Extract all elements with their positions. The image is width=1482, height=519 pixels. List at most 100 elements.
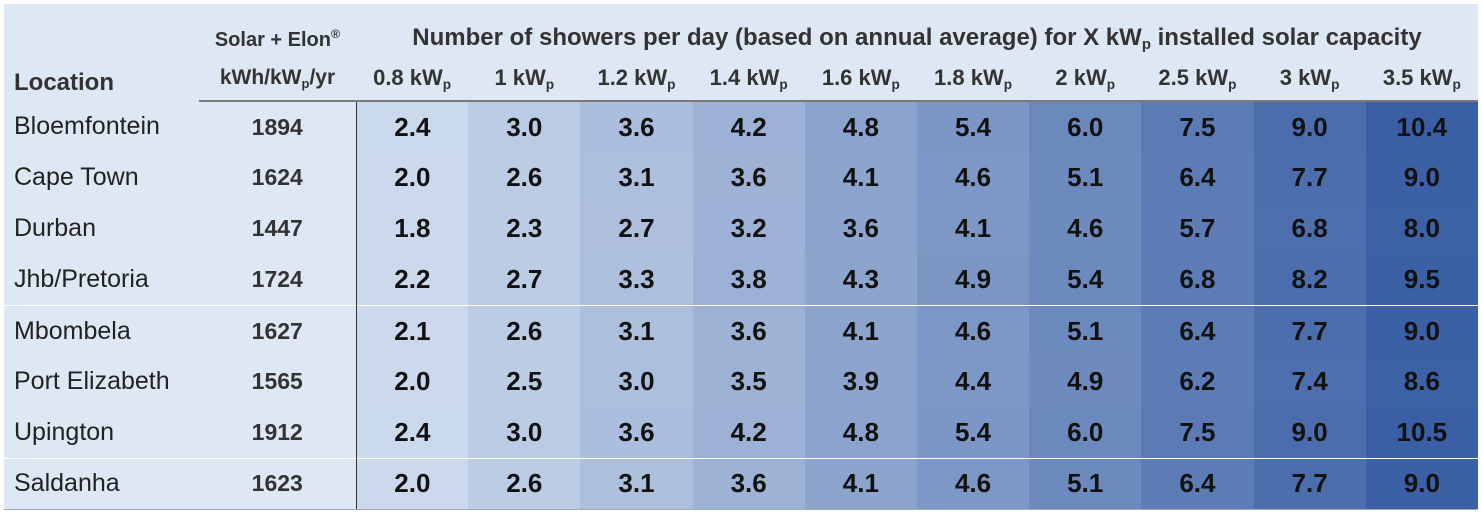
shower-count-cell: 4.1 [804, 304, 917, 357]
shower-count-cell: 3.3 [580, 254, 693, 306]
yield-cell: 1894 [199, 101, 357, 153]
shower-count-cell: 5.1 [1029, 304, 1142, 357]
capacity-header: 2.5 kWp [1141, 56, 1254, 102]
shower-count-cell: 2.1 [356, 304, 469, 357]
shower-count-cell: 6.8 [1253, 203, 1366, 255]
capacity-subscript: p [442, 77, 452, 92]
shower-count-cell: 2.7 [580, 203, 693, 255]
shower-count-cell: 3.6 [580, 407, 693, 459]
capacity-label: 1.6 kW [821, 65, 892, 90]
shower-count-cell: 4.1 [804, 152, 917, 204]
shower-count-cell: 2.6 [468, 152, 581, 204]
shower-count-cell: 7.4 [1253, 356, 1366, 408]
shower-count-cell: 5.1 [1029, 457, 1142, 511]
yield-cell: 1724 [199, 254, 357, 306]
shower-count-cell: 4.1 [804, 457, 917, 511]
capacity-subscript: p [545, 77, 555, 92]
yield-cell: 1624 [199, 152, 357, 204]
shower-count-cell: 9.0 [1365, 457, 1478, 511]
table-row: Saldanha 1623 2.0 2.6 3.1 3.6 4.1 4.6 5.1 6.4 7.7 9… [4, 457, 1478, 511]
shower-count-cell: 3.9 [804, 356, 917, 408]
yield-cell: 1565 [199, 356, 357, 408]
shower-count-cell: 6.8 [1141, 254, 1254, 306]
shower-count-cell: 2.6 [468, 304, 581, 357]
capacity-subscript: p [1003, 77, 1013, 92]
capacity-subscript: p [667, 77, 676, 92]
shower-count-cell: 8.0 [1365, 203, 1478, 255]
capacity-header: 1 kWp [468, 56, 581, 102]
title-text-end: installed solar capacity [1150, 24, 1422, 51]
header-row-1: Location Solar + Elon® Number of showers… [4, 4, 1478, 101]
location-header: Location [4, 4, 199, 101]
location-cell: Mbombela [4, 304, 199, 357]
shower-count-cell: 6.4 [1141, 152, 1254, 204]
shower-count-cell: 3.6 [692, 304, 805, 357]
shower-count-cell: 3.1 [580, 304, 693, 357]
shower-count-cell: 7.7 [1253, 152, 1366, 204]
shower-count-cell: 4.2 [692, 101, 805, 153]
shower-count-cell: 4.6 [916, 152, 1030, 204]
title-text: Number of showers per day (based on annu… [412, 24, 1142, 51]
shower-count-cell: 9.0 [1365, 304, 1478, 357]
capacity-header: 1.2 kWp [580, 56, 693, 102]
location-cell: Saldanha [4, 457, 199, 511]
shower-count-cell: 9.0 [1365, 152, 1478, 204]
yield-cell: 1912 [199, 407, 357, 459]
shower-count-cell: 7.5 [1141, 407, 1254, 459]
shower-count-cell: 3.0 [580, 356, 693, 408]
registered-mark: ® [331, 27, 341, 41]
shower-count-cell: 4.8 [804, 101, 917, 153]
table-row: Jhb/Pretoria 1724 2.2 2.7 3.3 3.8 4.3 4.9 5.4 6.8… [4, 254, 1478, 306]
table-row: Bloemfontein 1894 2.4 3.0 3.6 4.2 4.8 5.4 6.0 7.5… [4, 101, 1478, 153]
shower-count-cell: 3.0 [468, 407, 581, 459]
shower-count-cell: 8.2 [1253, 254, 1366, 306]
shower-count-cell: 8.6 [1365, 356, 1478, 408]
shower-count-cell: 4.3 [804, 254, 917, 306]
shower-count-cell: 4.6 [1029, 203, 1142, 255]
table-row: Port Elizabeth 1565 2.0 2.5 3.0 3.5 3.9 4.4 4.9 6… [4, 356, 1478, 408]
unit-text-end: /yr [309, 66, 336, 89]
shower-count-cell: 2.4 [356, 407, 469, 459]
shower-count-cell: 3.6 [692, 152, 805, 204]
shower-count-cell: 3.8 [692, 254, 805, 306]
capacity-label: 2 kW [1055, 65, 1107, 90]
shower-count-cell: 6.4 [1141, 457, 1254, 511]
unit-text: kWh/kW [219, 66, 302, 89]
shower-count-cell: 2.5 [468, 356, 581, 408]
table-row: Cape Town 1624 2.0 2.6 3.1 3.6 4.1 4.6 5.1 6.4 7.7… [4, 152, 1478, 204]
location-cell: Port Elizabeth [4, 356, 199, 408]
shower-count-cell: 4.8 [804, 407, 917, 459]
shower-count-cell: 3.5 [692, 356, 805, 408]
table-row: Durban 1447 1.8 2.3 2.7 3.2 3.6 4.1 4.6 5.7 6.8 8.0 [4, 203, 1478, 255]
brand-header: Solar + Elon® [199, 4, 356, 56]
shower-count-cell: 3.2 [692, 203, 805, 255]
capacity-label: 0.8 kW [373, 65, 443, 90]
shower-count-cell: 5.4 [916, 101, 1030, 153]
yield-cell: 1623 [199, 457, 357, 511]
capacity-header: 2 kWp [1029, 56, 1142, 102]
yield-cell: 1627 [199, 304, 357, 357]
capacity-header: 1.4 kWp [692, 56, 805, 102]
capacity-label: 2.5 kW [1158, 65, 1229, 90]
capacity-header: 3.5 kWp [1365, 56, 1478, 102]
title-subscript: p [1141, 37, 1151, 53]
capacity-header: 1.8 kWp [916, 56, 1030, 102]
capacity-label: 1 kW [494, 65, 546, 90]
shower-count-cell: 2.2 [356, 254, 469, 306]
shower-count-cell: 9.5 [1365, 254, 1478, 306]
header-row-2: kWh/kWp/yr 0.8 kWp 1 kWp 1.2 kWp 1.4 kWp… [4, 56, 1478, 102]
shower-count-cell: 2.3 [468, 203, 581, 255]
capacity-subscript: p [891, 77, 900, 92]
shower-count-cell: 4.6 [916, 304, 1030, 357]
shower-count-cell: 5.4 [1029, 254, 1142, 306]
showers-table: Location Solar + Elon® Number of showers… [4, 4, 1478, 511]
shower-count-cell: 5.4 [916, 407, 1030, 459]
shower-count-cell: 2.0 [356, 356, 469, 408]
capacity-header: 3 kWp [1253, 56, 1366, 102]
shower-count-cell: 3.0 [468, 101, 581, 153]
shower-count-cell: 6.0 [1029, 101, 1142, 153]
unit-subscript: p [301, 76, 310, 91]
location-cell: Durban [4, 203, 199, 255]
shower-count-cell: 3.1 [580, 152, 693, 204]
